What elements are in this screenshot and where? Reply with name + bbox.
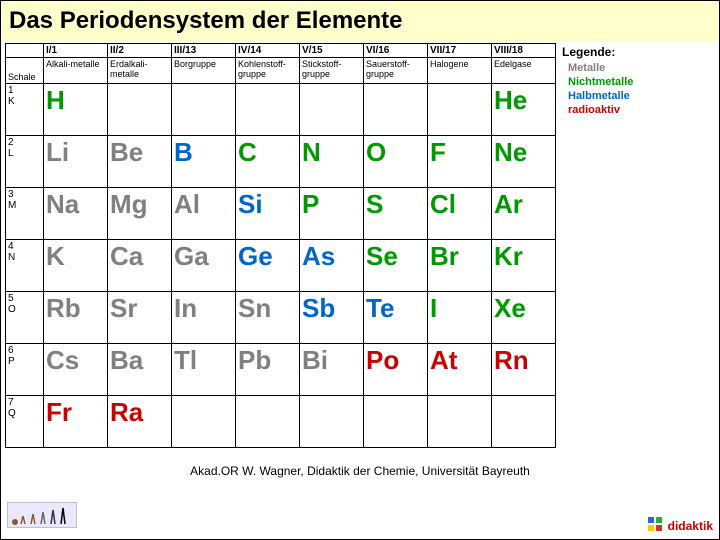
element-Ne: Ne bbox=[492, 136, 556, 188]
group-header-2: III/13 bbox=[172, 44, 236, 58]
footer-credit: Akad.OR W. Wagner, Didaktik der Chemie, … bbox=[1, 464, 719, 478]
evolution-logo bbox=[7, 502, 77, 533]
empty-cell bbox=[300, 396, 364, 448]
element-Br: Br bbox=[428, 240, 492, 292]
element-Tl: Tl bbox=[172, 344, 236, 396]
group-header-0: I/1 bbox=[44, 44, 108, 58]
element-Rb: Rb bbox=[44, 292, 108, 344]
legend-item-halfmetal: Halbmetalle bbox=[568, 89, 633, 103]
element-Ga: Ga bbox=[172, 240, 236, 292]
empty-cell bbox=[492, 396, 556, 448]
corner-cell bbox=[6, 44, 44, 58]
element-Se: Se bbox=[364, 240, 428, 292]
periodic-table: I/1II/2III/13IV/14V/15VI/16VII/17VIII/18… bbox=[5, 43, 556, 448]
element-Ra: Ra bbox=[108, 396, 172, 448]
element-Al: Al bbox=[172, 188, 236, 240]
shell-label-2: 3M bbox=[6, 188, 44, 240]
element-Rn: Rn bbox=[492, 344, 556, 396]
element-Mg: Mg bbox=[108, 188, 172, 240]
group-subheader-4: Stickstoff-gruppe bbox=[300, 58, 364, 84]
element-Xe: Xe bbox=[492, 292, 556, 344]
group-header-7: VIII/18 bbox=[492, 44, 556, 58]
empty-cell bbox=[236, 84, 300, 136]
group-subheader-7: Edelgase bbox=[492, 58, 556, 84]
element-Pb: Pb bbox=[236, 344, 300, 396]
shell-label-5: 6P bbox=[6, 344, 44, 396]
element-As: As bbox=[300, 240, 364, 292]
element-Cl: Cl bbox=[428, 188, 492, 240]
shell-label-6: 7Q bbox=[6, 396, 44, 448]
element-At: At bbox=[428, 344, 492, 396]
element-F: F bbox=[428, 136, 492, 188]
element-O: O bbox=[364, 136, 428, 188]
legend-title: Legende: bbox=[562, 45, 633, 61]
element-Ba: Ba bbox=[108, 344, 172, 396]
empty-cell bbox=[364, 396, 428, 448]
group-header-4: V/15 bbox=[300, 44, 364, 58]
empty-cell bbox=[428, 84, 492, 136]
element-B: B bbox=[172, 136, 236, 188]
element-Fr: Fr bbox=[44, 396, 108, 448]
shell-label-4: 5O bbox=[6, 292, 44, 344]
periodic-table-wrap: I/1II/2III/13IV/14V/15VI/16VII/17VIII/18… bbox=[5, 43, 556, 448]
legend: Legende: MetalleNichtmetalleHalbmetaller… bbox=[562, 43, 633, 448]
element-Te: Te bbox=[364, 292, 428, 344]
element-Li: Li bbox=[44, 136, 108, 188]
empty-cell bbox=[108, 84, 172, 136]
element-Cs: Cs bbox=[44, 344, 108, 396]
element-K: K bbox=[44, 240, 108, 292]
schale-label: Schale bbox=[6, 58, 44, 84]
element-S: S bbox=[364, 188, 428, 240]
element-Ar: Ar bbox=[492, 188, 556, 240]
shell-label-1: 2L bbox=[6, 136, 44, 188]
page-title: Das Periodensystem der Elemente bbox=[1, 1, 719, 41]
element-P: P bbox=[300, 188, 364, 240]
element-Kr: Kr bbox=[492, 240, 556, 292]
group-subheader-2: Borgruppe bbox=[172, 58, 236, 84]
element-Be: Be bbox=[108, 136, 172, 188]
element-Ge: Ge bbox=[236, 240, 300, 292]
element-I: I bbox=[428, 292, 492, 344]
element-He: He bbox=[492, 84, 556, 136]
empty-cell bbox=[172, 84, 236, 136]
element-Na: Na bbox=[44, 188, 108, 240]
group-header-3: IV/14 bbox=[236, 44, 300, 58]
main-content: I/1II/2III/13IV/14V/15VI/16VII/17VIII/18… bbox=[1, 41, 719, 450]
legend-item-metal: Metalle bbox=[568, 61, 633, 75]
element-Po: Po bbox=[364, 344, 428, 396]
group-subheader-5: Sauerstoff-gruppe bbox=[364, 58, 428, 84]
empty-cell bbox=[236, 396, 300, 448]
group-subheader-1: Erdalkali-metalle bbox=[108, 58, 172, 84]
element-Sn: Sn bbox=[236, 292, 300, 344]
didaktik-logo: didaktik bbox=[644, 511, 713, 533]
group-header-1: II/2 bbox=[108, 44, 172, 58]
group-header-6: VII/17 bbox=[428, 44, 492, 58]
group-subheader-6: Halogene bbox=[428, 58, 492, 84]
group-header-5: VI/16 bbox=[364, 44, 428, 58]
group-subheader-0: Alkali-metalle bbox=[44, 58, 108, 84]
element-Sb: Sb bbox=[300, 292, 364, 344]
element-In: In bbox=[172, 292, 236, 344]
empty-cell bbox=[364, 84, 428, 136]
empty-cell bbox=[172, 396, 236, 448]
element-Ca: Ca bbox=[108, 240, 172, 292]
legend-item-radioactive: radioaktiv bbox=[568, 103, 633, 117]
shell-label-3: 4N bbox=[6, 240, 44, 292]
empty-cell bbox=[428, 396, 492, 448]
shell-label-0: 1K bbox=[6, 84, 44, 136]
group-subheader-3: Kohlenstoff-gruppe bbox=[236, 58, 300, 84]
element-Si: Si bbox=[236, 188, 300, 240]
legend-item-nonmetal: Nichtmetalle bbox=[568, 75, 633, 89]
element-N: N bbox=[300, 136, 364, 188]
element-Bi: Bi bbox=[300, 344, 364, 396]
element-H: H bbox=[44, 84, 108, 136]
element-Sr: Sr bbox=[108, 292, 172, 344]
empty-cell bbox=[300, 84, 364, 136]
element-C: C bbox=[236, 136, 300, 188]
